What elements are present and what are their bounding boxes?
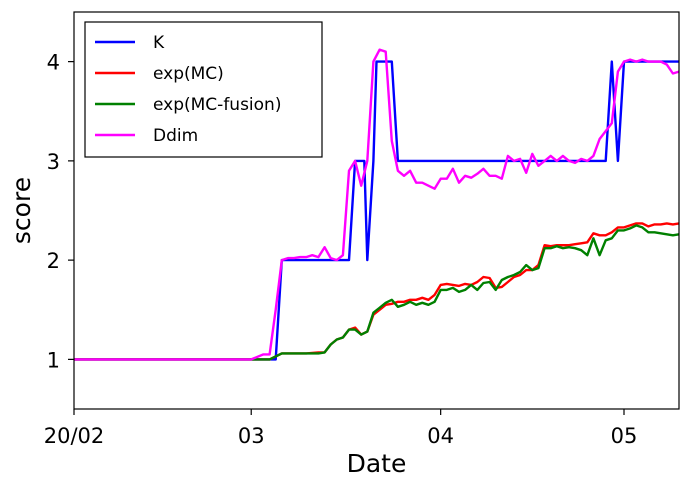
legend-label-2: exp(MC-fusion) xyxy=(153,95,281,115)
y-tick-label-2: 3 xyxy=(47,150,60,174)
x-tick-label-0: 20/02 xyxy=(44,424,105,448)
y-tick-label-0: 1 xyxy=(47,348,60,372)
legend-label-3: Ddim xyxy=(153,126,198,146)
legend-label-0: K xyxy=(153,33,165,53)
x-axis-label: Date xyxy=(347,449,407,478)
legend-label-1: exp(MC) xyxy=(153,64,224,84)
x-tick-label-2: 04 xyxy=(427,424,454,448)
x-tick-label-1: 03 xyxy=(238,424,265,448)
y-tick-label-1: 2 xyxy=(47,249,60,273)
series-line-3 xyxy=(74,48,680,361)
y-tick-label-3: 4 xyxy=(47,51,60,75)
x-tick-label-3: 05 xyxy=(611,424,638,448)
series-line-1 xyxy=(74,222,680,361)
axes-layer: 1 2 3 4 20/02 03 04 05 xyxy=(44,51,638,448)
y-axis-label: score xyxy=(7,177,36,244)
series-layer xyxy=(74,48,680,361)
plot-frame xyxy=(73,11,680,410)
series-line-2 xyxy=(74,224,680,361)
